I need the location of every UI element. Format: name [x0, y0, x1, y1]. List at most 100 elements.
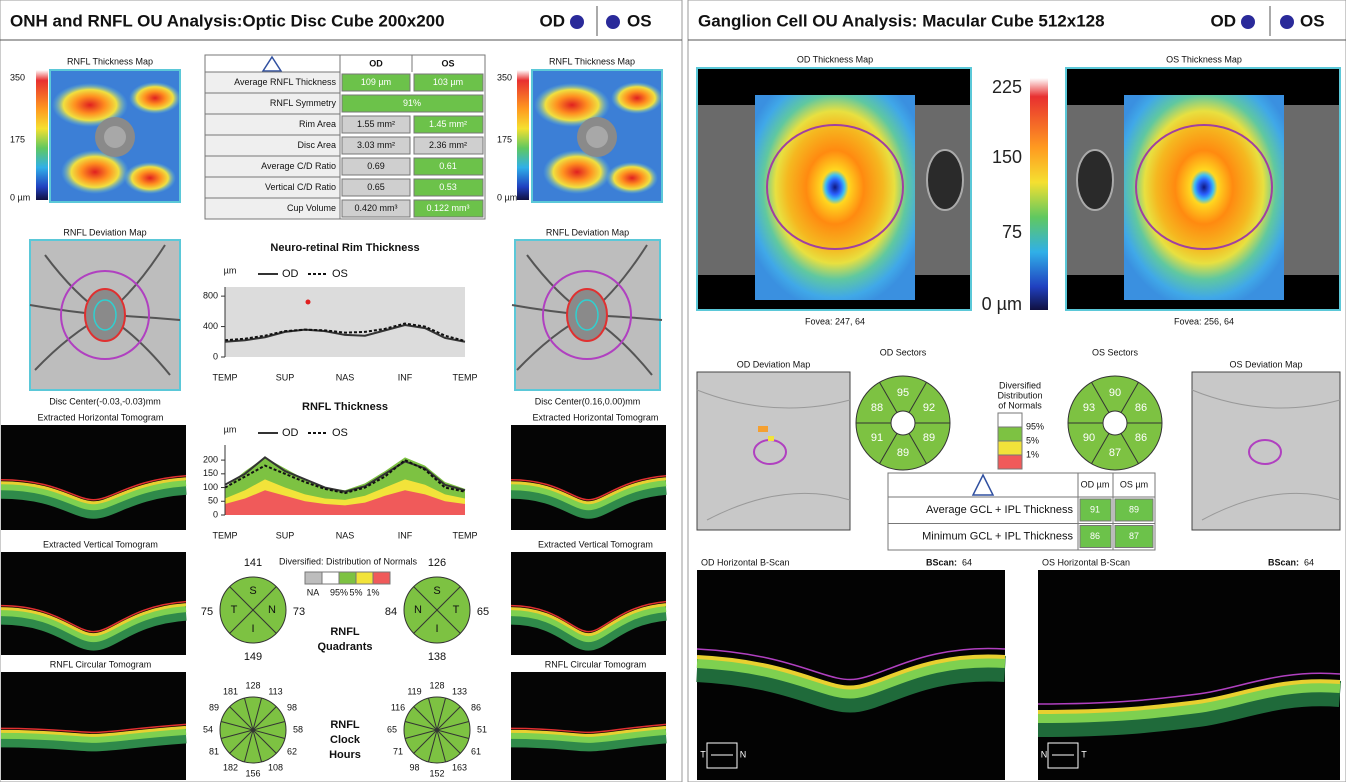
y-tick-label: 400: [203, 321, 218, 331]
clock-divider: [436, 729, 461, 754]
clock-divider: [220, 720, 254, 731]
table-cell: [413, 115, 484, 134]
thickness-hotspot: [129, 82, 181, 114]
legend-label: 1%: [366, 587, 379, 597]
data-line: [224, 458, 466, 495]
clock-value: 51: [477, 724, 487, 734]
axis-unit: µm: [224, 265, 237, 275]
retina-layer: [0, 727, 187, 752]
panel-title: ONH and RNFL OU Analysis:Optic Disc Cube…: [10, 11, 445, 30]
bscan-label: BScan:: [926, 557, 957, 567]
disc-center: Disc Center(0.16,0.00)mm: [535, 396, 641, 406]
clock-value: 71: [393, 746, 403, 756]
x-tick-label: TEMP: [452, 372, 477, 382]
thickness-hotspot: [124, 162, 176, 194]
data-line: [224, 322, 466, 342]
cup-margin: [93, 299, 117, 331]
thickness-hotspot: [61, 150, 129, 194]
legend-label: OD: [282, 427, 299, 439]
color-bar: [517, 70, 529, 200]
clock-value: 89: [209, 702, 219, 712]
retina-layer: [1037, 679, 1341, 714]
quadrant-value: 141: [244, 557, 262, 569]
table-value: 86: [1090, 531, 1100, 541]
retina-layer: [0, 600, 187, 633]
table-row-label: Rim Area: [299, 119, 336, 129]
retina-layer: [510, 605, 667, 643]
tomogram-title: RNFL Circular Tomogram: [545, 659, 647, 669]
table-cell: [1079, 498, 1112, 522]
table-cell: [413, 73, 484, 92]
data-line: [224, 324, 466, 343]
table-value: 3.03 mm²: [357, 140, 395, 150]
sector-divider: [1091, 382, 1110, 413]
table-cell: [1079, 525, 1112, 548]
cup-margin: [575, 299, 599, 331]
tomogram-title: Extracted Horizontal Tomogram: [38, 412, 164, 422]
quadrant-divider: [229, 586, 277, 634]
orientation-label: N: [740, 749, 747, 759]
macular-map: [1124, 95, 1284, 300]
eye-dot: [1241, 15, 1255, 29]
clock-divider: [252, 720, 286, 731]
sector-value: 88: [871, 402, 883, 414]
legend-label: 5%: [1026, 435, 1039, 445]
retina-layer: [510, 478, 667, 519]
table-row-label: Disc Area: [297, 140, 336, 150]
retina-layer: [0, 605, 187, 643]
map-title: RNFL Deviation Map: [63, 227, 146, 237]
retina-layer: [0, 727, 187, 743]
tomogram-title: Extracted Horizontal Tomogram: [533, 412, 659, 422]
legend-swatch: [997, 426, 1023, 442]
table-value: 1.45 mm²: [429, 119, 467, 129]
retina-layer: [1037, 682, 1341, 723]
color-bar: [1030, 78, 1048, 310]
deviation-pixel: [768, 436, 774, 441]
clock-divider: [436, 729, 470, 740]
sector-divider: [1120, 382, 1139, 413]
y-tick-label: 200: [203, 454, 218, 464]
table-cell: [341, 115, 411, 134]
sector-hole: [890, 410, 916, 436]
table-value: 2.36 mm²: [429, 140, 467, 150]
retina-layer: [510, 723, 667, 734]
scan-circle: [542, 270, 632, 360]
retina-layer: [696, 657, 1006, 699]
legend-label: OS: [332, 268, 348, 280]
quadrant-value: 138: [428, 651, 446, 663]
quadrant-letter: N: [268, 604, 276, 616]
table-row-label: Cup Volume: [287, 203, 336, 213]
legend-title: of Normals: [998, 400, 1042, 410]
table-cell: [1114, 498, 1154, 522]
retina-layer: [0, 725, 187, 737]
bscan-number: 64: [1304, 557, 1314, 567]
quadrant-letter: I: [435, 623, 438, 635]
retina-layer: [0, 604, 187, 651]
quadrant-caption: RNFL: [330, 626, 360, 638]
orientation-box: [1047, 742, 1079, 769]
thickness-hotspot: [611, 82, 663, 114]
retina-layer: [510, 477, 667, 505]
scale-label: 175: [10, 134, 25, 144]
vessel: [696, 389, 851, 521]
analysis-ellipse: [1248, 439, 1282, 465]
retina-layer: [510, 604, 667, 651]
eye-dot: [570, 15, 584, 29]
quadrant-letter: T: [231, 604, 238, 616]
clock-divider: [436, 706, 461, 731]
scale-label: 150: [992, 147, 1022, 167]
clock-divider: [229, 729, 254, 754]
quadrant-value: 84: [385, 606, 397, 618]
table-value: 87: [1129, 531, 1139, 541]
clock-value: 128: [429, 680, 444, 690]
map-title: OD Deviation Map: [737, 359, 811, 369]
tomogram-title: Extracted Vertical Tomogram: [538, 539, 653, 549]
legend-swatch: [997, 412, 1023, 428]
table-value: 109 µm: [361, 77, 391, 87]
legend-label: 95%: [330, 587, 348, 597]
quadrant-letter: T: [453, 604, 460, 616]
table-cell: [341, 178, 411, 197]
clock-caption: Clock: [330, 734, 361, 746]
clock-value: 181: [223, 686, 238, 696]
